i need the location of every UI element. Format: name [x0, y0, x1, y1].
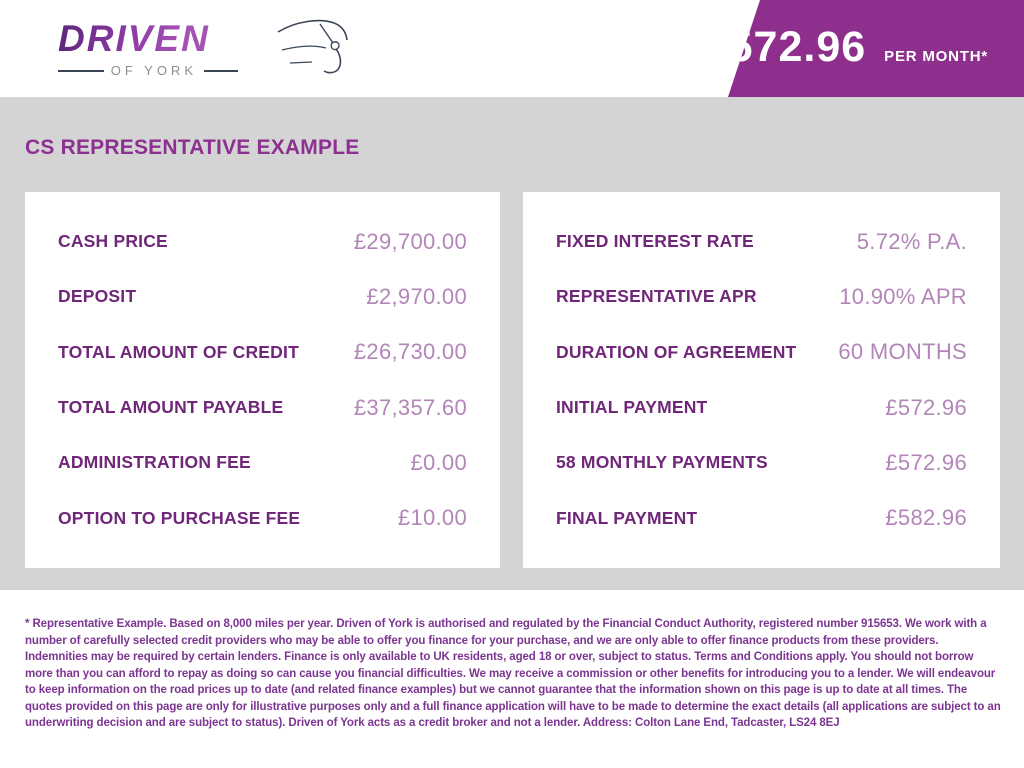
- finance-row: REPRESENTATIVE APR 10.90% APR: [556, 284, 967, 310]
- finance-row: TOTAL AMOUNT OF CREDIT £26,730.00: [58, 339, 467, 365]
- finance-row: 58 MONTHLY PAYMENTS £572.96: [556, 450, 967, 476]
- dealer-logo[interactable]: DRIVEN OF YORK: [58, 18, 348, 82]
- finance-row-value: £0.00: [410, 449, 467, 475]
- finance-row: TOTAL AMOUNT PAYABLE £37,357.60: [58, 395, 467, 421]
- logo-subtitle-row: OF YORK: [58, 63, 238, 78]
- finance-row-value: £10.00: [397, 505, 467, 531]
- page-title: CS REPRESENTATIVE EXAMPLE: [25, 136, 360, 159]
- finance-row-label: TOTAL AMOUNT OF CREDIT: [58, 341, 299, 362]
- footer: * Representative Example. Based on 8,000…: [0, 590, 1024, 768]
- finance-row-label: OPTION TO PURCHASE FEE: [58, 507, 301, 528]
- finance-row-label: DEPOSIT: [58, 286, 137, 307]
- finance-row: DURATION OF AGREEMENT 60 MONTHS: [556, 339, 967, 365]
- finance-row-value: £572.96: [885, 449, 967, 475]
- finance-row: ADMINISTRATION FEE £0.00: [58, 450, 467, 476]
- monthly-price-amount: £572.96: [703, 23, 867, 71]
- finance-row-value: £582.96: [885, 505, 967, 531]
- finance-row-value: £572.96: [885, 394, 967, 420]
- finance-cards: CASH PRICE £29,700.00 DEPOSIT £2,970.00 …: [25, 192, 1000, 568]
- finance-card-terms: FIXED INTEREST RATE 5.72% P.A. REPRESENT…: [523, 192, 1000, 568]
- finance-row-value: £37,357.60: [353, 394, 467, 420]
- finance-row-value: £26,730.00: [353, 339, 467, 365]
- finance-row-label: DURATION OF AGREEMENT: [556, 341, 797, 362]
- finance-row: CASH PRICE £29,700.00: [58, 229, 467, 255]
- car-outline-icon: [277, 19, 348, 74]
- finance-row-label: FINAL PAYMENT: [556, 507, 698, 528]
- finance-row-label: 58 MONTHLY PAYMENTS: [556, 452, 768, 473]
- logo-rule-left: [58, 69, 104, 72]
- finance-row-value: 5.72% P.A.: [856, 228, 967, 254]
- finance-row-value: 10.90% APR: [839, 283, 967, 309]
- logo-brand-text: DRIVEN: [58, 18, 210, 59]
- finance-row-label: TOTAL AMOUNT PAYABLE: [58, 397, 284, 418]
- finance-row-value: £29,700.00: [353, 228, 467, 254]
- finance-row: FINAL PAYMENT £582.96: [556, 505, 967, 531]
- finance-row-label: ADMINISTRATION FEE: [58, 452, 251, 473]
- finance-row-value: 60 MONTHS: [838, 339, 967, 365]
- monthly-price-period: PER MONTH*: [884, 48, 988, 65]
- finance-row-label: FIXED INTEREST RATE: [556, 231, 754, 252]
- finance-row-value: £2,970.00: [366, 283, 467, 309]
- finance-row: FIXED INTEREST RATE 5.72% P.A.: [556, 229, 967, 255]
- finance-row-label: REPRESENTATIVE APR: [556, 286, 757, 307]
- finance-row-label: CASH PRICE: [58, 231, 168, 252]
- finance-row-label: INITIAL PAYMENT: [556, 397, 708, 418]
- finance-card-costs: CASH PRICE £29,700.00 DEPOSIT £2,970.00 …: [25, 192, 500, 568]
- disclaimer-text: * Representative Example. Based on 8,000…: [25, 618, 1001, 729]
- logo-subtitle: OF YORK: [110, 63, 197, 78]
- finance-row: DEPOSIT £2,970.00: [58, 284, 467, 310]
- finance-row: INITIAL PAYMENT £572.96: [556, 395, 967, 421]
- header: DRIVEN OF YORK £572.96 PER MONTH*: [0, 0, 1024, 97]
- finance-row: OPTION TO PURCHASE FEE £10.00: [58, 505, 467, 531]
- logo-rule-right: [204, 69, 238, 72]
- monthly-price-banner: £572.96 PER MONTH*: [703, 0, 1024, 97]
